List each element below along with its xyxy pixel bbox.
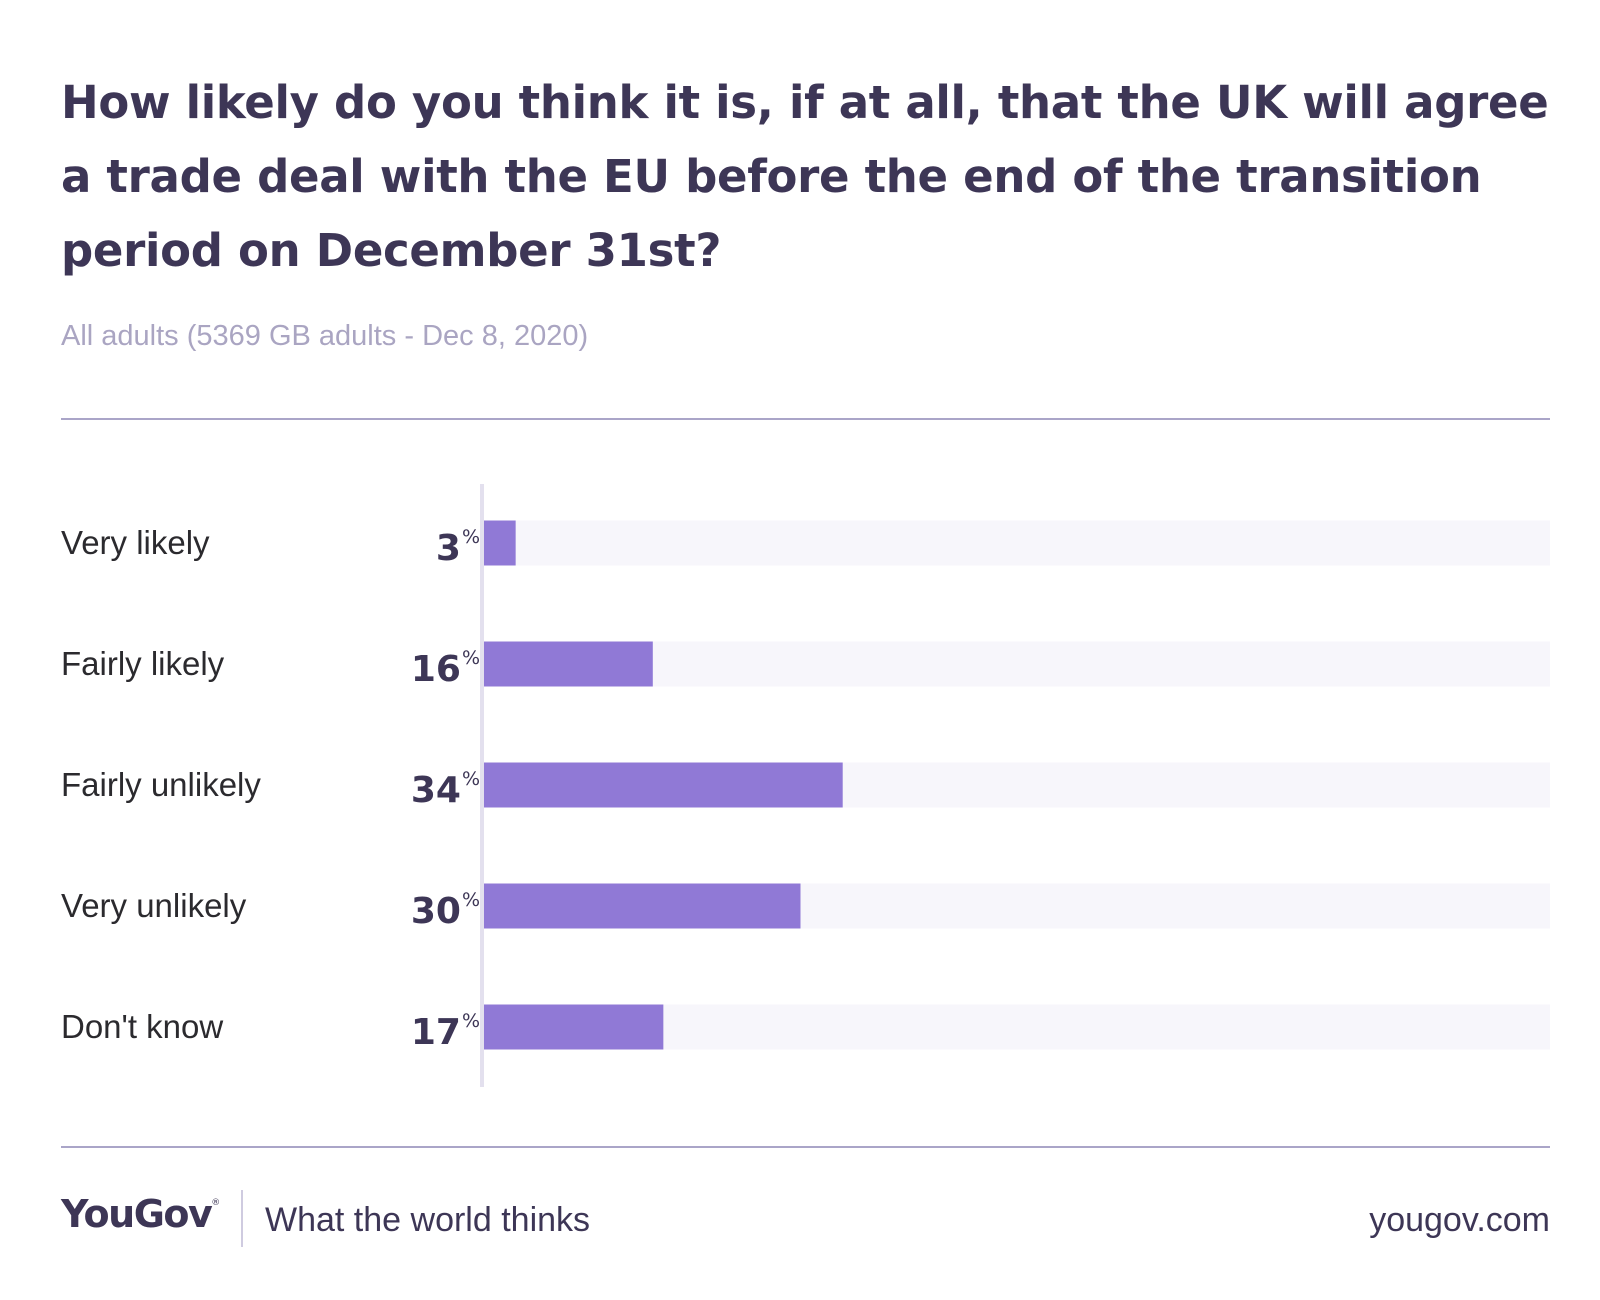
value-number: 34 [410,770,461,811]
value-label: 34% [410,768,480,816]
percent-sign: % [461,889,480,911]
bar-very-likely [484,520,516,566]
value-number: 16 [410,649,461,690]
bar-fairly-unlikely [484,762,843,808]
registered-mark: ® [211,1198,221,1208]
bar-track [484,883,1550,929]
footer-url[interactable]: yougov.com [1369,1201,1550,1239]
footer-tagline: What the world thinks [265,1201,591,1239]
value-label: 16% [410,647,480,695]
value-number: 3 [435,528,461,569]
value-label: 30% [410,889,480,937]
bar-track [484,641,1550,687]
category-label: Very unlikely [61,887,247,924]
bar-fairly-likely [484,641,653,687]
bar-track [484,1004,1550,1050]
yougov-logo[interactable]: YouGov® [61,1190,220,1249]
percent-sign: % [461,647,480,669]
footer-divider [241,1190,243,1247]
percent-sign: % [461,526,480,548]
chart-title: How likely do you think it is, if at all… [61,76,1549,277]
percent-sign: % [461,1010,480,1032]
bar-track [484,762,1550,808]
value-label: 3% [435,526,480,574]
category-label: Don't know [61,1008,224,1045]
value-label: 17% [410,1010,480,1058]
bottom-divider [61,1146,1550,1148]
top-divider [61,418,1550,420]
percent-sign: % [461,768,480,790]
bar-very-unlikely [484,883,801,929]
value-number: 30 [410,891,461,932]
bar-track [484,520,1550,566]
chart-subtitle: All adults (5369 GB adults - Dec 8, 2020… [61,320,589,352]
value-number: 17 [410,1012,461,1053]
category-label: Fairly likely [61,645,225,682]
logo-text: YouGov [61,1192,213,1236]
category-label: Fairly unlikely [61,766,261,803]
bar-don-t-know [484,1004,664,1050]
category-label: Very likely [61,524,210,561]
